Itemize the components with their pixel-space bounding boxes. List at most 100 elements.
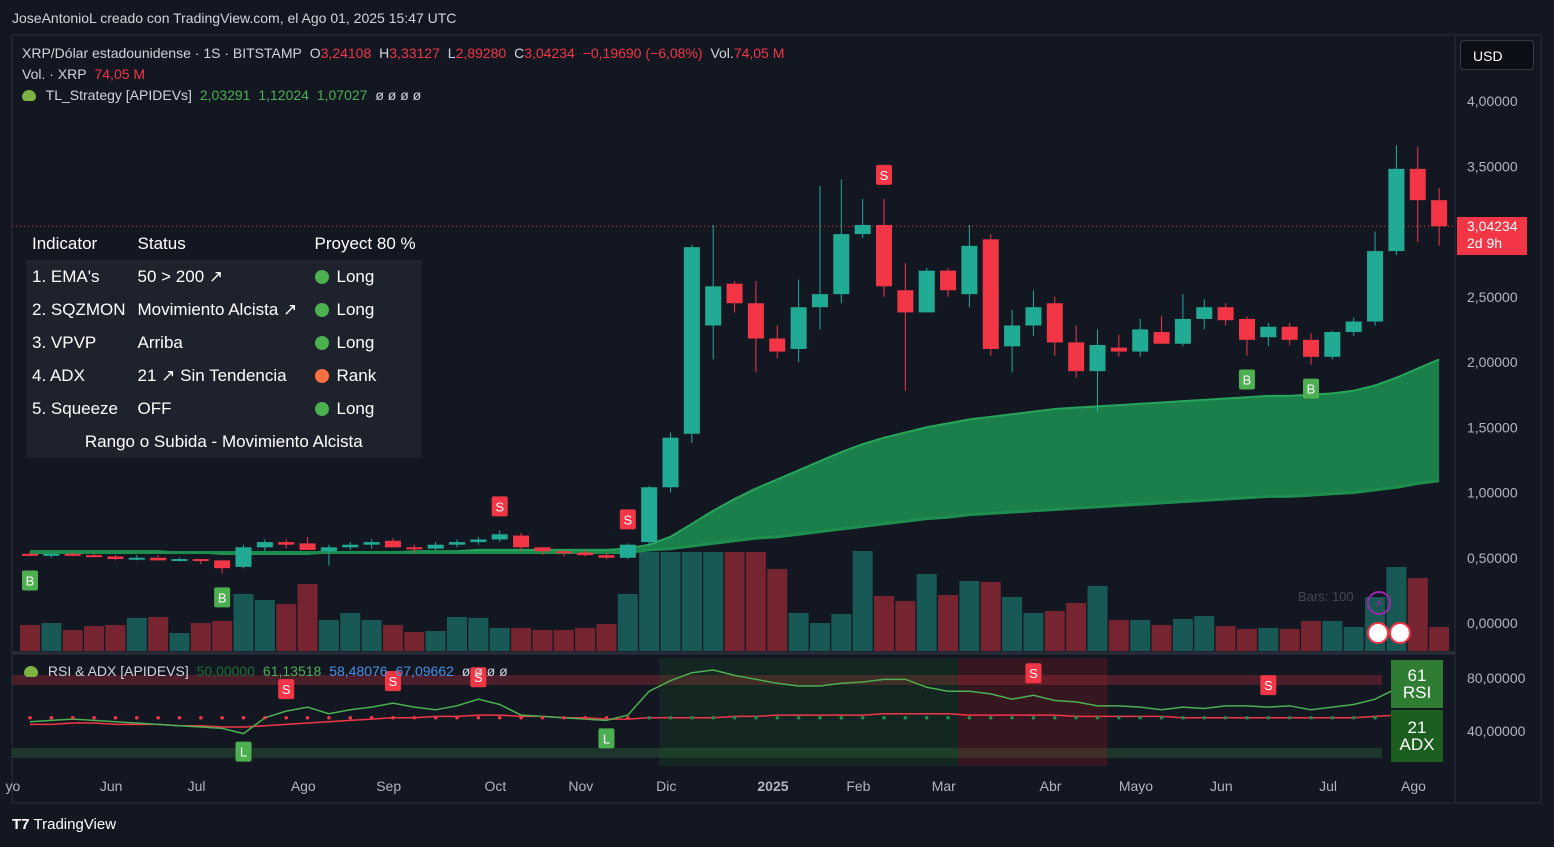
rsi-midline-dot [882, 715, 886, 720]
candle-body [214, 560, 231, 569]
volume-bar [703, 552, 724, 651]
rsi-badge: 61 RSI [1391, 660, 1443, 708]
rsi-midline-dot [455, 715, 459, 720]
indicator-signal-cell: Long [308, 392, 422, 425]
volume-label: Vol. [710, 45, 734, 61]
rsi-midline-dot [775, 715, 780, 720]
long-signal-marker [235, 741, 252, 762]
rsi-marker-label: S [1264, 678, 1273, 693]
candle-body [1324, 331, 1341, 357]
candle-body [43, 553, 60, 556]
rsi-midline-dot [1053, 715, 1057, 720]
candle-body [406, 547, 423, 550]
volume-bar [489, 628, 510, 651]
volume-bar [532, 630, 553, 651]
table-row: 5. Squeeze OFF Long [26, 392, 422, 425]
candle-body [1238, 318, 1255, 340]
indicator-signal-cell: Rank [308, 359, 422, 392]
rsi-midline-dot [690, 715, 694, 720]
indicator-status: 50 > 200 ↗ [131, 260, 309, 293]
rsi-midline-dot [796, 715, 801, 720]
signal-marker-label: B [1243, 372, 1252, 387]
rsi-midline-dot [327, 715, 331, 720]
candle-body [598, 555, 615, 558]
rsi-legend: RSI & ADX [APIDEVS] 50,00000 61,13518 58… [24, 663, 512, 679]
rsi-midline-dot [305, 715, 310, 720]
volume-bar [916, 574, 937, 651]
rsi-midline-dot [1159, 715, 1164, 720]
candle-body [940, 270, 957, 291]
candle-body [1367, 251, 1384, 322]
y-tick-label: 4,00000 [1467, 93, 1518, 109]
sell-signal-marker [876, 164, 892, 185]
y-tick-label: 1,50000 [1467, 419, 1518, 435]
status-dot-icon [314, 269, 329, 284]
rsi-midline-dot [519, 715, 523, 720]
lightning-icon [1367, 591, 1391, 615]
table-row: 3. VPVP Arriba Long [26, 326, 422, 359]
indicator-name: 2. SQZMON [26, 293, 132, 326]
volume-bar [1087, 586, 1108, 651]
status-dot-icon [314, 302, 329, 317]
rsi-midline-dot [818, 715, 822, 720]
low-label: L [447, 45, 456, 61]
rsi-indicator-name[interactable]: RSI & ADX [APIDEVS] [47, 663, 189, 679]
tradingview-logo[interactable]: T7 TradingView [12, 816, 116, 833]
candle-body [1068, 342, 1085, 372]
candle-body [1174, 318, 1191, 344]
candle-body [833, 234, 850, 295]
rsi-midline-dot [1223, 715, 1228, 720]
table-summary: Rango o Subida - Movimiento Alcista [26, 425, 422, 458]
rsi-midline-dot [711, 715, 715, 720]
rsi-y-tick-label: 40,00000 [1467, 723, 1526, 739]
x-tick-label: Jun [1210, 778, 1233, 794]
volume-legend-label[interactable]: Vol. · XRP [22, 66, 87, 82]
volume-bar [1301, 621, 1321, 651]
rsi-badge-label: RSI [1402, 683, 1432, 702]
volume-bar [276, 604, 297, 651]
volume-bar [575, 628, 596, 651]
us-flag-icon [1367, 622, 1389, 644]
rsi-midline-dot [839, 715, 844, 720]
x-tick-label: Ago [1401, 778, 1426, 794]
adx-badge: 21 ADX [1391, 710, 1443, 762]
volume-bar [382, 625, 403, 651]
candle-body [1409, 168, 1426, 201]
signal-marker-label: B [26, 573, 35, 588]
rsi-midline-dot [28, 715, 32, 720]
volume-bar [1194, 616, 1215, 651]
signal-marker-label: S [880, 168, 889, 183]
candle-body [320, 547, 337, 552]
volume-bar [1258, 628, 1279, 651]
x-tick-label: Mar [932, 778, 956, 794]
rsi-midline-dot [1351, 715, 1356, 720]
volume-bar [84, 626, 105, 651]
candle-body [128, 557, 145, 560]
volume-bar [724, 552, 745, 651]
volume-bar [1151, 625, 1172, 651]
rsi-midline-dot [156, 715, 160, 720]
rsi-marker-label: L [240, 745, 247, 760]
brand-name: TradingView [33, 816, 117, 833]
y-tick-label: 1,00000 [1467, 485, 1518, 501]
sell-signal-marker [619, 509, 636, 530]
volume-bar [959, 581, 980, 651]
candle-body [854, 224, 871, 235]
candle-body [790, 307, 807, 349]
rsi-midline-dot [1202, 715, 1207, 720]
rsi-midline-dot [1181, 715, 1185, 720]
strategy-name[interactable]: TL_Strategy [APIDEVs] [45, 87, 192, 103]
currency-button[interactable]: USD [1460, 40, 1534, 70]
rsi-midline-dot [1373, 715, 1377, 720]
rsi-value-1: 50,00000 [196, 663, 256, 679]
volume-bar [254, 600, 275, 651]
volume-legend-value: 74,05 M [94, 66, 146, 82]
candle-body [171, 559, 188, 562]
signal-marker-label: S [623, 512, 632, 527]
rsi-midline-dot [1095, 715, 1100, 720]
candle-body [1281, 326, 1298, 340]
volume-bar [1322, 621, 1343, 651]
volume-bar [425, 631, 446, 651]
symbol-title[interactable]: XRP/Dólar estadounidense · 1S · BITSTAMP [22, 45, 302, 61]
